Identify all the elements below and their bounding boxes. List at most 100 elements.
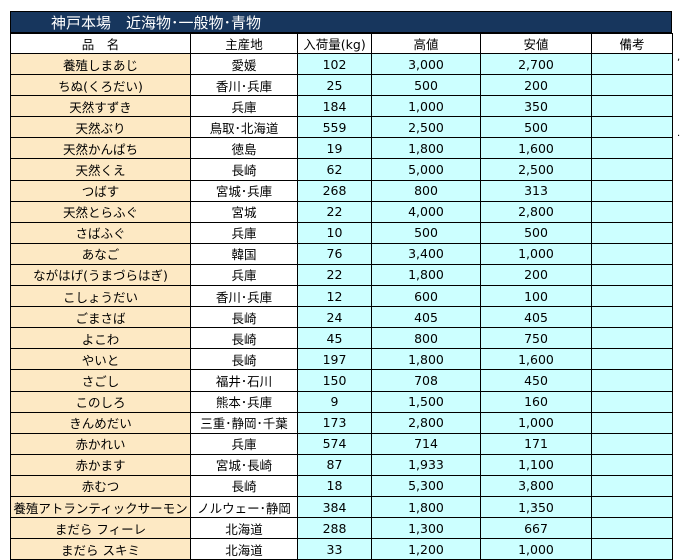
table-row: 天然くえ 長崎 62 5,000 2,500 — [10, 158, 673, 181]
cell-low-price: 2,700 — [480, 52, 592, 76]
header-high-price: 高値 — [371, 33, 481, 54]
cell-low-price: 1,600 — [480, 348, 592, 371]
header-low-price: 安値 — [480, 33, 592, 54]
cell-fish-name: 赤かれい — [10, 432, 191, 455]
cell-high-price: 1,500 — [371, 390, 481, 413]
table-row: まだら フィーレ 北海道 288 1,300 667 — [10, 517, 673, 540]
cell-fish-name: 天然くえ — [10, 158, 191, 181]
cell-quantity: 173 — [297, 411, 372, 434]
table-row: 天然ぶり 鳥取･北海道 559 2,500 500 — [10, 116, 673, 139]
cell-quantity: 384 — [297, 495, 372, 519]
cell-high-price: 1,000 — [371, 95, 481, 118]
cell-notes — [591, 263, 673, 287]
cell-notes — [591, 432, 673, 455]
table-row: さばふぐ 兵庫 10 500 500 — [10, 221, 673, 244]
cell-low-price: 350 — [480, 95, 592, 118]
edge-mark: . — [677, 128, 681, 139]
cell-quantity: 33 — [297, 538, 372, 560]
table-row: ちぬ(くろだい) 香川･兵庫 25 500 200 — [10, 74, 673, 97]
cell-origin: 熊本･兵庫 — [190, 390, 298, 413]
cell-high-price: 1,800 — [371, 348, 481, 371]
cell-fish-name: さごし — [10, 369, 191, 392]
cell-notes — [591, 390, 673, 413]
header-name: 品 名 — [10, 33, 191, 54]
cell-origin: 三重･静岡･千葉 — [190, 411, 298, 434]
cell-high-price: 3,000 — [371, 52, 481, 76]
table-row: 養殖しまあじ 愛媛 102 3,000 2,700 — [10, 52, 673, 76]
cell-notes — [591, 538, 673, 560]
cell-low-price: 500 — [480, 116, 592, 139]
cell-origin: 北海道 — [190, 538, 298, 560]
cell-high-price: 1,933 — [371, 453, 481, 476]
cell-fish-name: きんめだい — [10, 411, 191, 434]
cell-high-price: 1,800 — [371, 137, 481, 160]
table-row: 天然かんぱち 徳島 19 1,800 1,600 — [10, 137, 673, 160]
table-row: さごし 福井･石川 150 708 450 — [10, 369, 673, 392]
cell-quantity: 197 — [297, 348, 372, 371]
table-row: 赤かます 宮城･長崎 87 1,933 1,100 — [10, 453, 673, 476]
cell-fish-name: 赤むつ — [10, 474, 191, 497]
cell-fish-name: まだら フィーレ — [10, 517, 191, 540]
cell-high-price: 500 — [371, 74, 481, 97]
cell-high-price: 800 — [371, 327, 481, 350]
cell-quantity: 62 — [297, 158, 372, 181]
cell-notes — [591, 327, 673, 350]
cell-notes — [591, 348, 673, 371]
cell-fish-name: やいと — [10, 348, 191, 371]
cell-origin: 長崎 — [190, 327, 298, 350]
cell-low-price: 1,000 — [480, 242, 592, 265]
cell-low-price: 1,100 — [480, 453, 592, 476]
cell-notes — [591, 74, 673, 97]
cell-low-price: 750 — [480, 327, 592, 350]
cell-notes — [591, 200, 673, 223]
cell-low-price: 1,600 — [480, 137, 592, 160]
cell-high-price: 500 — [371, 221, 481, 244]
cell-fish-name: つばす — [10, 179, 191, 202]
cell-origin: 兵庫 — [190, 432, 298, 455]
table-row: あなご 韓国 76 3,400 1,000 — [10, 242, 673, 265]
cell-high-price: 5,000 — [371, 158, 481, 181]
cell-low-price: 1,350 — [480, 495, 592, 519]
cell-high-price: 708 — [371, 369, 481, 392]
cell-quantity: 45 — [297, 327, 372, 350]
table-row: つばす 宮城･兵庫 268 800 313 — [10, 179, 673, 202]
cell-high-price: 800 — [371, 179, 481, 202]
cell-quantity: 24 — [297, 306, 372, 329]
cell-high-price: 714 — [371, 432, 481, 455]
cell-fish-name: 天然とらふぐ — [10, 200, 191, 223]
cell-origin: 兵庫 — [190, 221, 298, 244]
cell-low-price: 200 — [480, 263, 592, 287]
cell-quantity: 184 — [297, 95, 372, 118]
cell-quantity: 9 — [297, 390, 372, 413]
cell-notes — [591, 158, 673, 181]
cell-notes — [591, 495, 673, 519]
cell-notes — [591, 137, 673, 160]
cell-origin: 徳島 — [190, 137, 298, 160]
cell-high-price: 1,800 — [371, 495, 481, 519]
cell-quantity: 87 — [297, 453, 372, 476]
cell-quantity: 102 — [297, 52, 372, 76]
cell-low-price: 2,800 — [480, 200, 592, 223]
cell-low-price: 200 — [480, 74, 592, 97]
table-row: やいと 長崎 197 1,800 1,600 — [10, 348, 673, 371]
cell-quantity: 288 — [297, 517, 372, 540]
header-origin: 主産地 — [190, 33, 298, 54]
cell-origin: ノルウェー･静岡 — [190, 495, 298, 519]
cell-notes — [591, 179, 673, 202]
cell-low-price: 1,000 — [480, 538, 592, 560]
table-row: 天然すずき 兵庫 184 1,000 350 — [10, 95, 673, 118]
cell-high-price: 3,400 — [371, 242, 481, 265]
cell-origin: 長崎 — [190, 474, 298, 497]
cell-low-price: 450 — [480, 369, 592, 392]
cell-origin: 宮城･長崎 — [190, 453, 298, 476]
cell-quantity: 559 — [297, 116, 372, 139]
cell-high-price: 1,200 — [371, 538, 481, 560]
cell-notes — [591, 95, 673, 118]
price-sheet: 神戸本場 近海物･一般物･青物 品 名 主産地 入荷量(kg) 高値 安値 備考… — [10, 11, 673, 560]
cell-origin: 兵庫 — [190, 263, 298, 287]
cell-origin: 長崎 — [190, 348, 298, 371]
cell-high-price: 4,000 — [371, 200, 481, 223]
price-table: 品 名 主産地 入荷量(kg) 高値 安値 備考 養殖しまあじ 愛媛 102 3,00… — [10, 33, 673, 560]
cell-fish-name: 天然すずき — [10, 95, 191, 118]
cell-fish-name: 赤かます — [10, 453, 191, 476]
